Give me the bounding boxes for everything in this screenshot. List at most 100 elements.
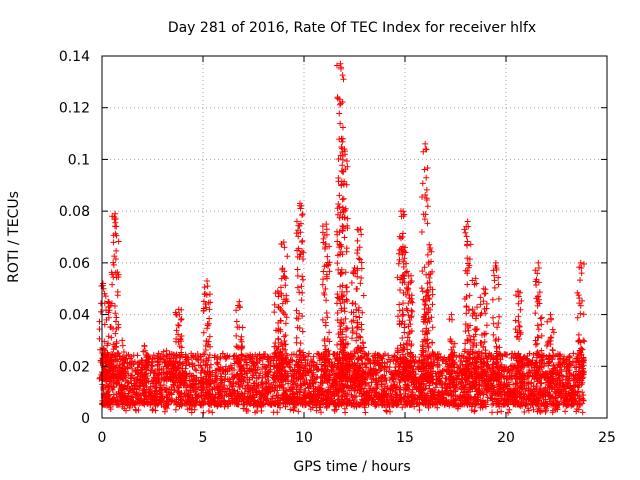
data-point <box>281 274 288 281</box>
data-point <box>113 380 120 387</box>
data-point <box>526 350 533 357</box>
data-point <box>294 266 301 273</box>
data-point <box>336 110 343 117</box>
data-point <box>299 212 306 219</box>
data-point <box>205 408 212 415</box>
data-point <box>549 407 556 414</box>
data-point <box>359 360 366 367</box>
data-point <box>112 310 119 317</box>
chart-title: Day 281 of 2016, Rate Of TEC Index for r… <box>168 20 536 36</box>
data-point <box>339 196 346 203</box>
data-point <box>188 350 195 357</box>
data-point <box>506 406 513 413</box>
data-point <box>322 319 329 326</box>
data-point <box>313 407 320 414</box>
data-point <box>340 195 347 202</box>
data-point <box>402 386 409 393</box>
data-point <box>204 277 211 284</box>
data-point <box>115 350 122 357</box>
data-point <box>299 273 306 280</box>
data-point <box>334 310 341 317</box>
data-point <box>504 351 511 358</box>
data-point <box>152 407 159 414</box>
data-point <box>270 409 277 416</box>
data-point <box>499 384 506 391</box>
data-points <box>96 60 588 416</box>
data-point <box>296 348 303 355</box>
data-point <box>113 314 120 321</box>
data-point <box>207 361 214 368</box>
data-point <box>239 324 246 331</box>
data-point <box>295 315 302 322</box>
data-point <box>336 101 343 108</box>
data-point <box>341 308 348 315</box>
data-point <box>319 281 326 288</box>
data-point <box>322 387 329 394</box>
data-point <box>298 297 305 304</box>
data-point <box>299 211 306 218</box>
data-point <box>326 268 333 275</box>
data-point <box>323 226 330 233</box>
data-point <box>299 289 306 296</box>
data-point <box>341 234 348 241</box>
data-point <box>233 318 240 325</box>
data-point <box>101 300 108 307</box>
data-point <box>200 298 207 305</box>
data-point <box>163 405 170 412</box>
data-point <box>294 272 301 279</box>
data-point <box>281 244 288 251</box>
data-point <box>177 316 184 323</box>
data-point <box>294 284 301 291</box>
data-point <box>324 253 331 260</box>
data-point <box>339 135 346 142</box>
data-point <box>206 291 213 298</box>
data-point <box>304 353 311 360</box>
data-point <box>320 235 327 242</box>
data-point <box>160 365 167 372</box>
data-point <box>149 406 156 413</box>
data-point <box>113 223 120 230</box>
data-point <box>405 387 412 394</box>
data-point <box>119 337 126 344</box>
data-point <box>579 409 586 416</box>
data-point <box>498 408 505 415</box>
data-point <box>299 237 306 244</box>
data-point <box>310 353 317 360</box>
data-point <box>305 350 312 357</box>
data-point <box>335 200 342 207</box>
data-point <box>238 333 245 340</box>
data-point <box>282 332 289 339</box>
data-point <box>337 120 344 127</box>
data-point <box>296 289 303 296</box>
data-point <box>281 333 288 340</box>
data-point <box>383 407 390 414</box>
data-point <box>113 247 120 254</box>
data-point <box>293 307 300 314</box>
data-point <box>352 301 359 308</box>
data-point <box>353 393 360 400</box>
data-point <box>141 342 148 349</box>
data-point <box>209 409 216 416</box>
data-point <box>362 409 369 416</box>
data-point <box>343 157 350 164</box>
data-point <box>542 396 549 403</box>
data-point <box>108 334 115 341</box>
data-point <box>570 350 577 357</box>
data-point <box>558 372 565 379</box>
data-point <box>335 175 342 182</box>
data-point <box>110 239 117 246</box>
data-point <box>109 281 116 288</box>
data-point <box>200 329 207 336</box>
data-point <box>361 360 368 367</box>
data-point <box>120 349 127 356</box>
data-point <box>320 268 327 275</box>
data-point <box>293 230 300 237</box>
data-point <box>284 253 291 260</box>
data-point <box>119 342 126 349</box>
data-point <box>559 360 566 367</box>
data-point <box>272 339 279 346</box>
data-point <box>114 288 121 295</box>
data-point <box>339 124 346 131</box>
data-point <box>349 300 356 307</box>
